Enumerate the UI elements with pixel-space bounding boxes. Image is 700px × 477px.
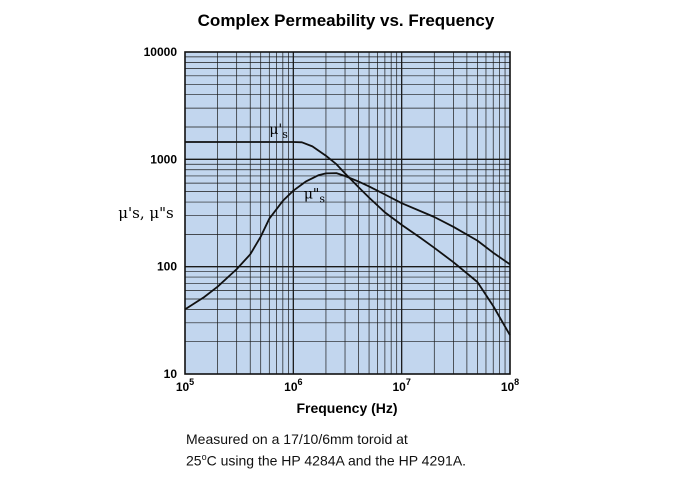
series-label-1: μ's bbox=[269, 122, 288, 141]
x-tick-label: 106 bbox=[284, 377, 302, 394]
series-label-2: μ"s bbox=[304, 187, 326, 206]
caption-line-2: 25oC using the HP 4284A and the HP 4291A… bbox=[186, 448, 466, 470]
caption-method: C using the HP 4284A and the HP 4291A. bbox=[206, 452, 467, 469]
series-line-1 bbox=[185, 141, 511, 336]
y-tick-label: 10 bbox=[164, 367, 178, 381]
chart-title: Complex Permeability vs. Frequency bbox=[198, 11, 495, 30]
y-tick-label: 10000 bbox=[144, 45, 178, 59]
series-line-2 bbox=[184, 172, 511, 311]
x-tick-labels: 105 106 107 108 bbox=[176, 377, 519, 394]
caption-degree-mark: o bbox=[201, 452, 207, 462]
plot-area bbox=[185, 52, 510, 374]
grid-lines bbox=[185, 52, 510, 374]
series-layer: μ's μ"s bbox=[184, 122, 511, 336]
caption-temperature: 25 bbox=[186, 452, 202, 469]
x-tick-label: 108 bbox=[501, 377, 519, 394]
x-tick-label: 105 bbox=[176, 377, 194, 394]
y-tick-labels: 10 100 1000 10000 bbox=[144, 45, 178, 381]
y-tick-label: 1000 bbox=[150, 152, 177, 166]
y-tick-label: 100 bbox=[157, 260, 177, 274]
plot-frame bbox=[184, 51, 511, 375]
x-tick-label: 107 bbox=[392, 377, 410, 394]
caption-line-1: Measured on a 17/10/6mm toroid at bbox=[186, 431, 408, 447]
y-axis-label: μ's, μ"s bbox=[118, 204, 173, 222]
caption: Measured on a 17/10/6mm toroid at 25oC u… bbox=[186, 430, 466, 470]
x-axis-label: Frequency (Hz) bbox=[296, 400, 397, 416]
